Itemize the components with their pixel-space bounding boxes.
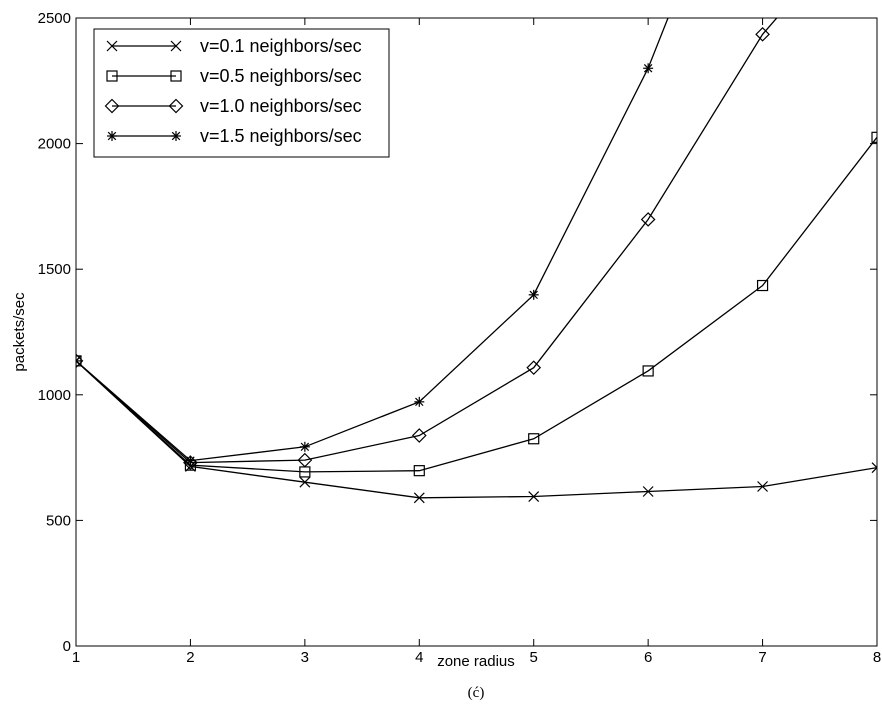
y-tick-label: 500 (46, 512, 71, 529)
y-tick-label: 1500 (38, 261, 71, 278)
diamond-marker (411, 428, 427, 443)
star-marker (528, 289, 539, 300)
series-markers (76, 26, 877, 504)
x-marker (170, 40, 182, 52)
diamond-marker (104, 98, 120, 114)
x-tick-label: 4 (415, 649, 423, 666)
diamond-marker (168, 98, 184, 114)
series-line (76, 136, 877, 473)
legend-label: v=1.5 neighbors/sec (200, 126, 362, 146)
square-marker (413, 465, 425, 477)
legend-label: v=1.0 neighbors/sec (200, 96, 362, 116)
x-tick-label: 8 (873, 649, 881, 666)
star-marker (171, 131, 181, 141)
square-marker (528, 433, 540, 445)
x-tick-label: 2 (186, 649, 194, 666)
x-marker (528, 491, 540, 502)
star-marker (643, 63, 654, 74)
series-line (76, 18, 778, 464)
legend-label: v=0.1 neighbors/sec (200, 36, 362, 56)
x-tick-label: 1 (72, 649, 80, 666)
figure-caption: (ć) (468, 685, 485, 701)
diamond-marker (755, 26, 770, 42)
x-marker (757, 481, 768, 492)
star-marker (414, 396, 425, 407)
x-axis-label: zone radius (437, 653, 515, 670)
y-axis-label: packets/sec (11, 292, 28, 372)
diamond-marker (526, 360, 542, 376)
y-tick-label: 2500 (38, 10, 71, 27)
y-tick-label: 2000 (38, 136, 71, 153)
star-marker (107, 131, 117, 141)
legend-entry: v=0.5 neighbors/sec (106, 66, 362, 86)
x-tick-label: 5 (530, 649, 538, 666)
square-marker (170, 70, 182, 82)
x-marker (413, 492, 425, 504)
square-marker (642, 365, 654, 377)
axis-ticks (75, 17, 878, 647)
legend-entry: v=0.1 neighbors/sec (106, 36, 362, 56)
y-tick-label: 0 (63, 638, 71, 655)
legend-entry: v=1.0 neighbors/sec (104, 96, 362, 116)
legend-label: v=0.5 neighbors/sec (200, 66, 362, 86)
x-marker (106, 40, 118, 52)
series-line (76, 360, 877, 499)
legend-entry: v=1.5 neighbors/sec (107, 126, 362, 146)
diamond-marker (76, 353, 84, 369)
series-lines (76, 18, 877, 499)
star-marker (185, 455, 196, 466)
star-marker (76, 355, 81, 366)
x-tick-label: 7 (758, 649, 766, 666)
x-tick-label: 3 (301, 649, 309, 666)
diamond-marker (640, 212, 656, 227)
square-marker (756, 279, 769, 292)
x-marker (299, 476, 311, 488)
axis-tick-labels: 1 2 3 4 5 6 7 8 0 500 1000 1500 2000 2500 (38, 10, 882, 666)
x-tick-label: 6 (644, 649, 652, 666)
star-marker (299, 441, 310, 452)
square-marker (106, 70, 118, 82)
square-marker (871, 131, 877, 143)
series-line (76, 18, 669, 462)
legend: v=0.1 neighbors/sec v=0.5 neighbors/sec v=… (93, 28, 390, 158)
y-tick-label: 1000 (38, 387, 71, 404)
diamond-marker (297, 452, 313, 468)
x-marker (642, 486, 654, 497)
x-marker (871, 462, 877, 474)
